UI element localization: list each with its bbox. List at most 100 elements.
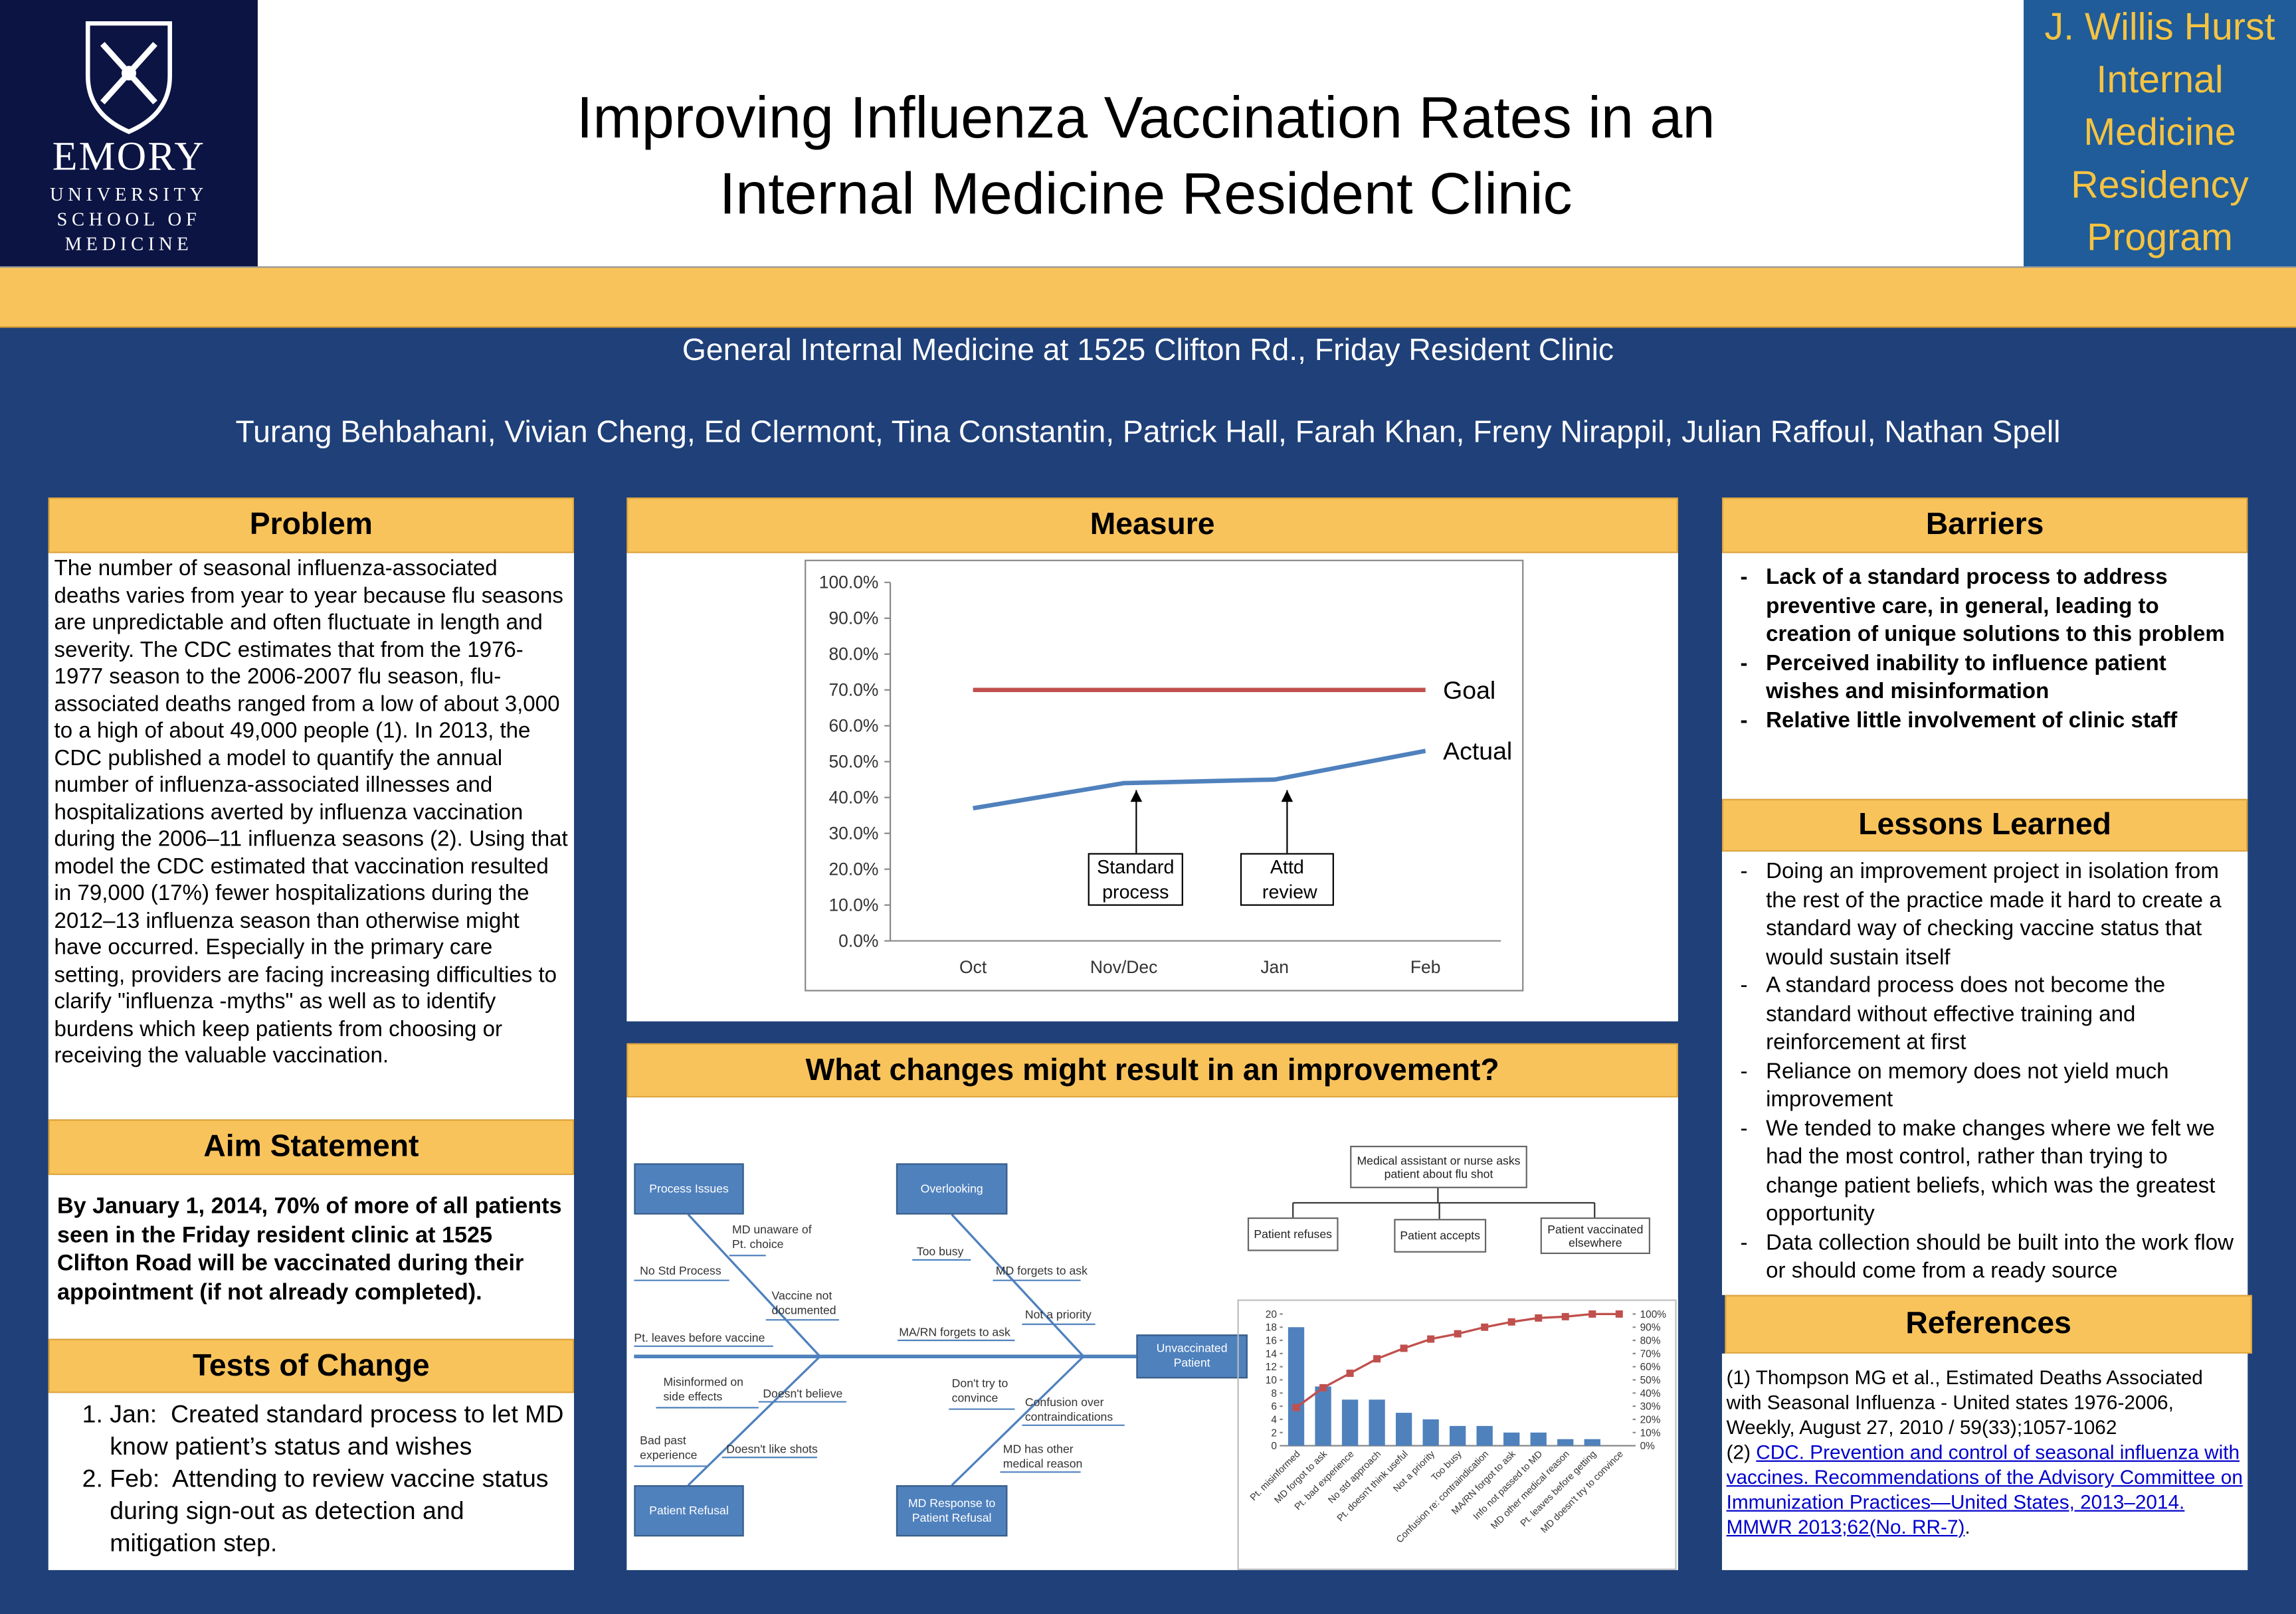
test-item: Feb: Attending to review vaccine status …: [110, 1463, 574, 1560]
y2-tick-label: 70%: [1640, 1348, 1661, 1360]
bar: [1288, 1327, 1305, 1446]
cause: MA/RN forgets to ask: [899, 1325, 1010, 1339]
line-marker: [1588, 1310, 1596, 1318]
y2-tick-label: 50%: [1640, 1375, 1661, 1386]
x-tick-label: Nov/Dec: [1090, 957, 1157, 977]
reference-end: .: [1964, 1516, 1970, 1538]
y2-tick-label: 30%: [1640, 1401, 1661, 1413]
arrow-head: [1281, 790, 1293, 802]
flow-outcome: Patient refuses: [1247, 1217, 1339, 1251]
test-item: Jan: Created standard process to let MD …: [110, 1399, 574, 1463]
aim-text: By January 1, 2014, 70% of more of all p…: [48, 1175, 574, 1339]
y2-tick-label: 100%: [1640, 1309, 1667, 1320]
fishbone-category: Patient Refusal: [634, 1485, 744, 1537]
cause: Pt. leaves before vaccine: [634, 1331, 765, 1345]
cause: MD unaware of Pt. choice: [732, 1223, 812, 1251]
y-tick-label: 0.0%: [838, 931, 878, 950]
bar: [1503, 1432, 1520, 1446]
flow-lines: [1292, 1188, 1596, 1219]
bone: [951, 1213, 1085, 1358]
y-tick-label: 10.0%: [828, 895, 878, 915]
y-tick-label: 2: [1271, 1427, 1277, 1439]
section-heading: Aim Statement: [48, 1119, 574, 1176]
y-tick-label: 16: [1266, 1336, 1277, 1347]
reference: (1) Thompson MG et al., Estimated Deaths…: [1726, 1366, 2203, 1439]
y2-tick-label: 60%: [1640, 1362, 1661, 1373]
cause: Not a priority: [1024, 1308, 1092, 1322]
cause: Doesn't believe: [763, 1387, 843, 1401]
bar: [1341, 1399, 1359, 1446]
y-tick-label: 30.0%: [828, 823, 878, 843]
cause: MD forgets to ask: [995, 1264, 1088, 1278]
lesson: Reliance on memory does not yield much i…: [1766, 1057, 2242, 1115]
references-box: (1) Thompson MG et al., Estimated Deaths…: [1721, 1353, 2248, 1570]
line-marker: [1615, 1310, 1623, 1318]
line-marker: [1454, 1330, 1462, 1338]
cause: Don't try to convince: [951, 1377, 1008, 1405]
poster-title: Improving Influenza Vaccination Rates in…: [576, 86, 1715, 227]
section-heading: Lessons Learned: [1721, 798, 2248, 852]
problem-text: The number of seasonal influenza-associa…: [48, 553, 574, 1120]
callout: Attd review: [1240, 853, 1334, 906]
bar: [1450, 1425, 1466, 1446]
flow-outcome: Patient vaccinated elsewhere: [1540, 1217, 1650, 1255]
cause: Vaccine not documented: [771, 1289, 836, 1317]
tests-box: Jan: Created standard process to let MD …: [48, 1393, 574, 1570]
section-heading: Measure: [626, 497, 1678, 553]
y-tick-label: 20.0%: [828, 859, 878, 879]
y2-tick-label: 90%: [1640, 1322, 1661, 1334]
lessons-list: Doing an improvement project in isolatio…: [1728, 857, 2242, 1285]
y2-tick-label: 10%: [1640, 1427, 1661, 1439]
bar: [1315, 1386, 1331, 1446]
lesson: Doing an improvement project in isolatio…: [1766, 857, 2242, 972]
line-marker: [1292, 1403, 1300, 1411]
logo-line: UNIVERSITY: [49, 183, 208, 205]
line-marker: [1507, 1318, 1515, 1326]
program: J. Willis Hurst Internal Medicine Reside…: [2024, 0, 2296, 266]
series-label: Actual: [1443, 737, 1512, 765]
y-tick-label: 90.0%: [828, 608, 878, 628]
chart-frame: [805, 559, 1524, 992]
line-marker: [1319, 1384, 1327, 1391]
reference-number: (2): [1726, 1441, 1751, 1464]
bar: [1422, 1419, 1439, 1446]
y-tick-label: 70.0%: [828, 680, 878, 700]
bone: [951, 1356, 1085, 1486]
cause: Too busy: [916, 1245, 964, 1259]
callout: Standard process: [1088, 853, 1183, 906]
sub-bones: [634, 1255, 1125, 1473]
measure-chart: 0.0% 10.0% 20.0% 30.0% 40.0% 50.0% 60.0% 70.0% 8…: [805, 559, 1524, 992]
y-tick-label: 40.0%: [828, 787, 878, 807]
measure-box: 0.0% 10.0% 20.0% 30.0% 40.0% 50.0% 60.0% 70.0% 8…: [626, 553, 1678, 1022]
lessons-box: Doing an improvement project in isolatio…: [1721, 852, 2248, 1295]
y-tick-label: 100.0%: [819, 573, 879, 592]
line-series: [973, 749, 1426, 811]
y-tick-label: 50.0%: [828, 752, 878, 772]
fishbone-lines: [634, 1188, 1596, 1486]
barriers-list: Lack of a standard process to address pr…: [1728, 563, 2242, 735]
tests-list: Jan: Created standard process to let MD …: [48, 1399, 574, 1560]
reference-link[interactable]: CDC. Prevention and control of seasonal …: [1726, 1441, 2243, 1538]
reference: (2) CDC. Prevention and control of seaso…: [1727, 1440, 2244, 1540]
lesson: We tended to make changes where we felt …: [1766, 1115, 2242, 1229]
fishbone-category: MD Response to Patient Refusal: [896, 1485, 1008, 1537]
flow-start: Medical assistant or nurse asks patient …: [1350, 1146, 1527, 1188]
y-tick-label: 80.0%: [828, 644, 878, 664]
header-band: [0, 0, 2296, 268]
section-heading: References: [1725, 1295, 2252, 1354]
line-series: [1295, 1312, 1620, 1409]
barrier: Perceived inability to influence patient…: [1766, 649, 2242, 706]
line-marker: [1561, 1312, 1569, 1320]
section-heading: Tests of Change: [48, 1338, 574, 1393]
logo-name: EMORY: [52, 134, 206, 180]
y2-tick-label: 0%: [1640, 1441, 1656, 1452]
flow-outcome: Patient accepts: [1394, 1219, 1487, 1253]
chart-frame: [1237, 1299, 1677, 1570]
cause: No Std Process: [640, 1264, 721, 1278]
arrow-head: [1130, 790, 1143, 802]
cause: Doesn't like shots: [726, 1443, 818, 1457]
bar: [1476, 1425, 1493, 1446]
